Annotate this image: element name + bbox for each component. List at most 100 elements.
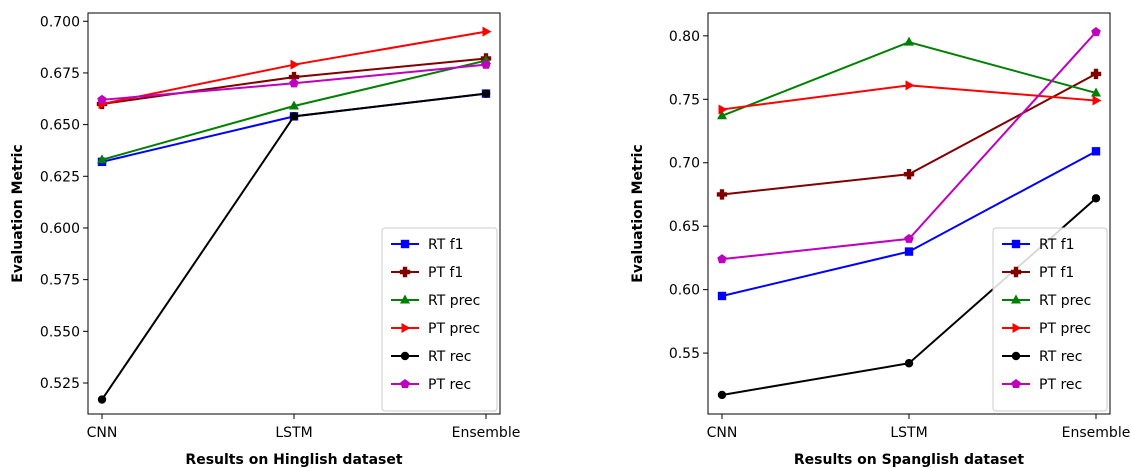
legend-marker xyxy=(400,379,410,389)
y-tick-label: 0.575 xyxy=(40,273,80,289)
series-pt-prec xyxy=(718,80,1102,115)
series-rt-f1 xyxy=(717,147,1101,301)
x-tick-label: LSTM xyxy=(890,425,927,441)
data-point xyxy=(289,100,299,110)
data-point xyxy=(481,59,491,69)
data-point xyxy=(904,359,914,368)
legend-label: PT f1 xyxy=(1039,265,1074,281)
legend-marker xyxy=(1010,266,1022,278)
legend-box xyxy=(992,227,1108,412)
legend-marker xyxy=(1011,239,1021,249)
data-point xyxy=(1092,95,1102,106)
y-tick-label: 0.60 xyxy=(669,283,700,299)
legend-label: RT rec xyxy=(428,349,471,365)
legend-item: PT prec xyxy=(391,321,480,337)
x-axis-title: Results on Spanglish dataset xyxy=(794,452,1024,468)
y-tick-label: 0.550 xyxy=(40,324,80,340)
data-point xyxy=(904,247,914,256)
data-point xyxy=(903,168,915,180)
y-axis-title: Evaluation Metric xyxy=(10,144,26,282)
legend-label: PT f1 xyxy=(428,265,463,281)
data-point xyxy=(1091,147,1101,156)
data-point xyxy=(288,71,300,83)
y-tick-label: 0.80 xyxy=(669,29,700,45)
y-tick-label: 0.650 xyxy=(40,118,80,134)
series-pt-rec xyxy=(97,59,491,104)
x-tick-label: Ensemble xyxy=(1062,425,1131,441)
legend-label: RT prec xyxy=(428,293,480,309)
legend-item: RT prec xyxy=(1002,293,1091,309)
chart-1: 0.525 0.550 0.575 0.600 0.625 0.650 0.675 0.700… xyxy=(10,12,521,468)
data-point xyxy=(290,59,300,70)
y-tick-label: 0.625 xyxy=(40,169,80,185)
chart-2: 0.55 0.60 0.65 0.70 0.75 0.80 CNN LSTM Ensemble R… xyxy=(630,12,1131,468)
series-pt-f1 xyxy=(716,68,1102,200)
data-point xyxy=(481,89,491,98)
legend-marker xyxy=(1012,323,1022,333)
y-tick-label: 0.70 xyxy=(669,156,700,172)
y-tick-label: 0.700 xyxy=(40,14,80,30)
series-rt-prec xyxy=(717,36,1101,120)
data-point xyxy=(716,189,728,200)
legend-item: PT rec xyxy=(391,377,471,393)
x-axis-title: Results on Hinglish dataset xyxy=(185,452,402,468)
legend-label: PT prec xyxy=(428,321,480,337)
series-line xyxy=(721,31,1097,261)
legend-item: RT f1 xyxy=(391,237,464,253)
legend-marker xyxy=(400,239,410,249)
series-pt-rec xyxy=(717,27,1101,264)
data-point xyxy=(904,233,914,243)
series-line xyxy=(101,30,487,105)
data-point xyxy=(289,78,299,88)
legend-label: RT prec xyxy=(1039,293,1091,309)
data-point xyxy=(289,112,299,121)
legend-item: RT prec xyxy=(391,293,480,309)
series-rt-rec xyxy=(97,89,491,404)
legend-label: PT rec xyxy=(1039,377,1082,393)
y-tick-label: 0.600 xyxy=(40,221,80,237)
y-tick-label: 0.65 xyxy=(669,219,700,235)
legend-label: PT rec xyxy=(428,377,471,393)
legend: RT f1 PT f1 RT prec PT prec RT rec PT rec xyxy=(381,227,498,412)
data-point xyxy=(905,80,915,91)
data-point xyxy=(1090,68,1102,80)
x-tick-label: CNN xyxy=(707,425,738,441)
data-point xyxy=(97,154,107,164)
x-tick-label: Ensemble xyxy=(452,425,521,441)
series-line xyxy=(721,84,1097,111)
legend-marker xyxy=(400,351,410,361)
data-point xyxy=(718,104,728,115)
data-point xyxy=(904,36,914,46)
data-point xyxy=(717,291,727,301)
series-pt-prec xyxy=(98,26,492,109)
data-point xyxy=(97,395,107,404)
data-point xyxy=(717,110,727,120)
x-tick-label: LSTM xyxy=(275,425,312,441)
data-point xyxy=(1091,27,1101,37)
data-point xyxy=(482,26,492,37)
data-point xyxy=(1091,194,1101,203)
legend-item: RT f1 xyxy=(1002,237,1075,253)
data-point xyxy=(717,254,727,264)
legend-marker xyxy=(401,323,411,333)
y-tick-label: 0.525 xyxy=(40,376,80,392)
legend-marker xyxy=(1011,379,1021,389)
legend-label: RT f1 xyxy=(1039,237,1075,253)
legend-item: PT rec xyxy=(1002,377,1082,393)
legend-label: RT f1 xyxy=(428,237,464,253)
y-tick-label: 0.55 xyxy=(669,346,700,362)
legend-item: PT f1 xyxy=(1002,265,1074,281)
y-axis-title: Evaluation Metric xyxy=(630,144,646,282)
legend-marker xyxy=(1011,351,1021,361)
y-tick-label: 0.675 xyxy=(40,66,80,82)
legend-item: PT prec xyxy=(1002,321,1091,337)
legend-item: PT f1 xyxy=(391,265,463,281)
legend-marker xyxy=(400,294,410,304)
data-point xyxy=(97,94,107,104)
legend-item: RT rec xyxy=(391,349,471,365)
legend-item: RT rec xyxy=(1002,349,1082,365)
legend-marker xyxy=(1011,294,1021,304)
legend-label: PT prec xyxy=(1039,321,1091,337)
series-rt-prec xyxy=(97,55,491,164)
